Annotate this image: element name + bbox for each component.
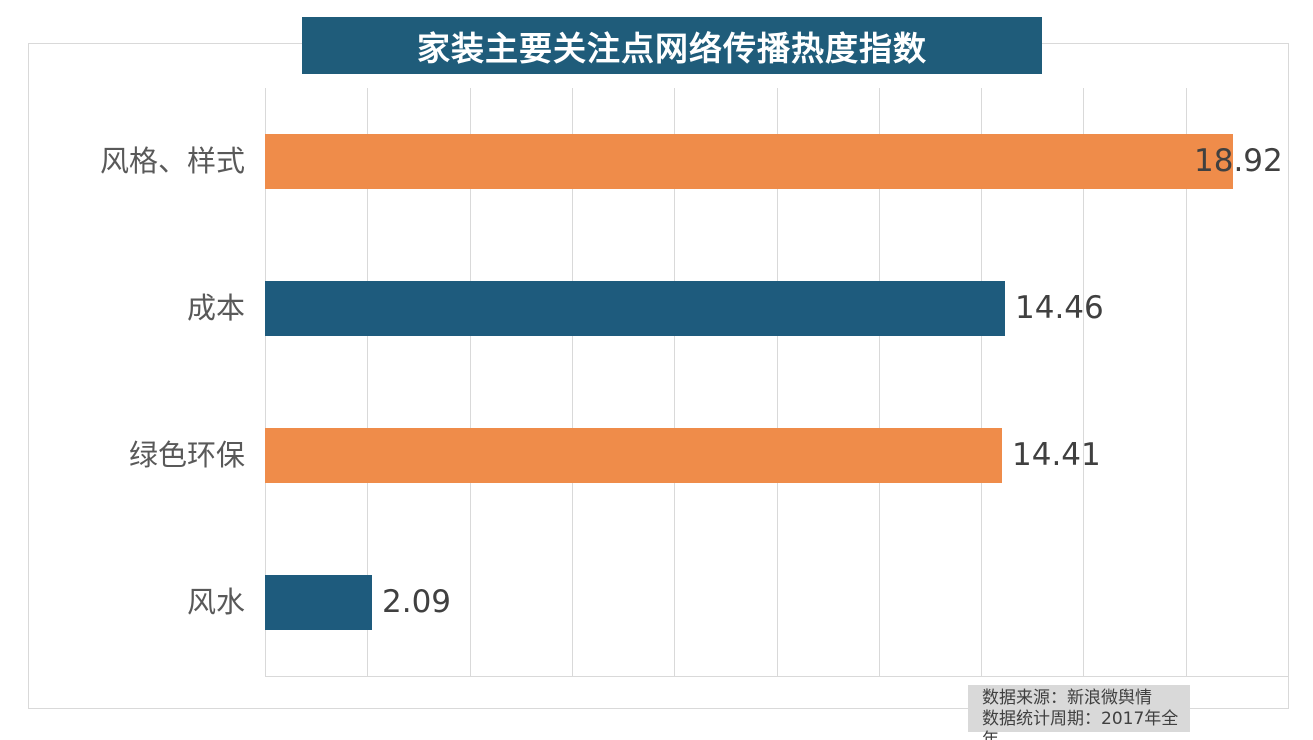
gridline xyxy=(265,88,266,676)
bar xyxy=(265,575,372,630)
gridline xyxy=(367,88,368,676)
value-label: 2.09 xyxy=(382,584,452,620)
category-label: 风水 xyxy=(186,585,245,619)
category-label: 成本 xyxy=(186,291,245,325)
gridline xyxy=(1288,88,1289,676)
source-line-2: 数据统计周期：2017年全年 xyxy=(982,709,1179,740)
source-line-1: 数据来源：新浪微舆情 xyxy=(982,688,1152,708)
category-label: 风格、样式 xyxy=(99,144,245,178)
value-label: 14.41 xyxy=(1012,437,1101,473)
bar xyxy=(265,428,1002,483)
category-label: 绿色环保 xyxy=(128,438,245,472)
chart-title-box: 家装主要关注点网络传播热度指数 xyxy=(302,17,1042,74)
chart-title-text: 家装主要关注点网络传播热度指数 xyxy=(417,28,927,68)
gridline xyxy=(981,88,982,676)
gridline xyxy=(470,88,471,676)
value-label: 18.92 xyxy=(1194,143,1283,179)
gridline xyxy=(572,88,573,676)
gridline xyxy=(777,88,778,676)
plot-area: 风格、样式 18.92 成本 14.46 绿色环保 14.41 风水 2.09 xyxy=(100,88,1289,677)
value-label: 14.46 xyxy=(1015,290,1104,326)
gridline xyxy=(674,88,675,676)
gridline xyxy=(1186,88,1187,676)
gridline xyxy=(879,88,880,676)
bar xyxy=(265,134,1233,189)
source-note-box: 数据来源：新浪微舆情 数据统计周期：2017年全年 xyxy=(968,685,1190,740)
bar xyxy=(265,281,1005,336)
gridline xyxy=(1083,88,1084,676)
